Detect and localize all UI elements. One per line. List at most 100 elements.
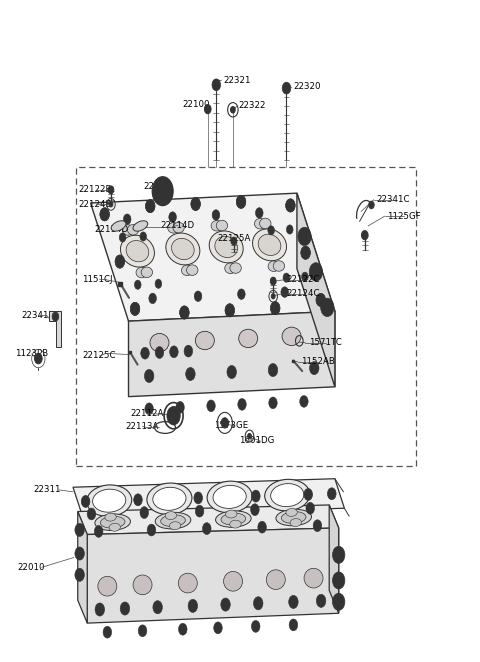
Ellipse shape bbox=[258, 234, 281, 256]
Circle shape bbox=[103, 626, 112, 638]
Polygon shape bbox=[78, 512, 87, 623]
Circle shape bbox=[147, 524, 156, 536]
Circle shape bbox=[327, 488, 336, 500]
Circle shape bbox=[153, 600, 162, 614]
Ellipse shape bbox=[141, 267, 153, 277]
Ellipse shape bbox=[128, 224, 139, 235]
Circle shape bbox=[141, 348, 149, 359]
Circle shape bbox=[119, 233, 126, 242]
Circle shape bbox=[160, 188, 165, 195]
Circle shape bbox=[333, 546, 345, 563]
Circle shape bbox=[287, 225, 293, 234]
Ellipse shape bbox=[209, 231, 243, 263]
Circle shape bbox=[236, 195, 246, 209]
Ellipse shape bbox=[161, 515, 185, 526]
Ellipse shape bbox=[224, 571, 242, 591]
Text: 22010: 22010 bbox=[17, 563, 45, 572]
Circle shape bbox=[310, 361, 319, 375]
Ellipse shape bbox=[153, 487, 186, 510]
Ellipse shape bbox=[281, 512, 306, 524]
Circle shape bbox=[140, 232, 146, 241]
Circle shape bbox=[304, 489, 312, 500]
Circle shape bbox=[108, 186, 114, 194]
Ellipse shape bbox=[213, 485, 246, 508]
Text: 22320: 22320 bbox=[294, 82, 321, 91]
Text: 1152AB: 1152AB bbox=[301, 357, 335, 366]
Circle shape bbox=[140, 506, 148, 518]
Ellipse shape bbox=[254, 218, 266, 229]
Circle shape bbox=[204, 105, 211, 114]
Text: 22321: 22321 bbox=[223, 75, 251, 85]
Circle shape bbox=[134, 280, 141, 289]
Text: 22125C: 22125C bbox=[83, 352, 116, 360]
Circle shape bbox=[281, 287, 288, 297]
Polygon shape bbox=[129, 311, 335, 397]
Ellipse shape bbox=[268, 261, 279, 271]
Ellipse shape bbox=[100, 516, 125, 528]
Circle shape bbox=[333, 593, 345, 610]
Ellipse shape bbox=[171, 238, 194, 260]
Circle shape bbox=[100, 208, 109, 221]
Ellipse shape bbox=[276, 509, 312, 526]
Text: 22341D: 22341D bbox=[22, 310, 56, 320]
Ellipse shape bbox=[239, 329, 258, 348]
Ellipse shape bbox=[252, 229, 287, 261]
Circle shape bbox=[301, 246, 311, 260]
Circle shape bbox=[361, 230, 368, 240]
Circle shape bbox=[248, 434, 252, 439]
Polygon shape bbox=[91, 193, 335, 321]
Circle shape bbox=[301, 272, 308, 281]
Circle shape bbox=[144, 369, 154, 383]
Circle shape bbox=[167, 406, 180, 425]
Circle shape bbox=[184, 345, 192, 357]
Polygon shape bbox=[78, 505, 339, 534]
Circle shape bbox=[252, 490, 260, 502]
Bar bbox=[76, 167, 416, 465]
Circle shape bbox=[194, 492, 203, 504]
Ellipse shape bbox=[166, 233, 200, 265]
Circle shape bbox=[282, 82, 291, 94]
Circle shape bbox=[258, 521, 266, 533]
Circle shape bbox=[286, 199, 295, 212]
Circle shape bbox=[313, 520, 322, 532]
Text: 1573GE: 1573GE bbox=[214, 421, 248, 430]
Text: 22125A: 22125A bbox=[217, 234, 251, 243]
Circle shape bbox=[109, 202, 113, 207]
Circle shape bbox=[309, 263, 323, 281]
Circle shape bbox=[145, 199, 155, 213]
Circle shape bbox=[145, 403, 154, 414]
Circle shape bbox=[283, 273, 289, 282]
Circle shape bbox=[130, 303, 140, 315]
Circle shape bbox=[87, 508, 96, 520]
Text: 22114D: 22114D bbox=[161, 221, 195, 230]
Text: 1151CJ: 1151CJ bbox=[83, 275, 113, 283]
Circle shape bbox=[333, 572, 345, 589]
Circle shape bbox=[152, 177, 173, 206]
Circle shape bbox=[238, 289, 245, 299]
Circle shape bbox=[221, 418, 228, 428]
Ellipse shape bbox=[136, 267, 147, 278]
Circle shape bbox=[298, 227, 311, 246]
Circle shape bbox=[316, 594, 326, 608]
Polygon shape bbox=[87, 528, 339, 623]
Circle shape bbox=[269, 397, 277, 409]
Text: 1125GF: 1125GF bbox=[387, 212, 421, 220]
Text: 1601DG: 1601DG bbox=[239, 436, 275, 445]
Ellipse shape bbox=[147, 483, 192, 514]
Ellipse shape bbox=[271, 484, 304, 506]
Circle shape bbox=[35, 354, 42, 364]
Circle shape bbox=[138, 625, 147, 637]
Ellipse shape bbox=[273, 261, 285, 271]
Ellipse shape bbox=[187, 265, 198, 275]
Circle shape bbox=[270, 277, 276, 285]
Circle shape bbox=[289, 619, 298, 631]
Circle shape bbox=[186, 367, 195, 381]
Ellipse shape bbox=[95, 514, 131, 530]
Circle shape bbox=[155, 347, 164, 358]
Circle shape bbox=[156, 183, 169, 200]
Ellipse shape bbox=[207, 481, 252, 512]
Circle shape bbox=[270, 302, 280, 314]
Ellipse shape bbox=[168, 222, 179, 233]
Ellipse shape bbox=[230, 263, 241, 273]
Text: 22122B: 22122B bbox=[79, 185, 112, 195]
